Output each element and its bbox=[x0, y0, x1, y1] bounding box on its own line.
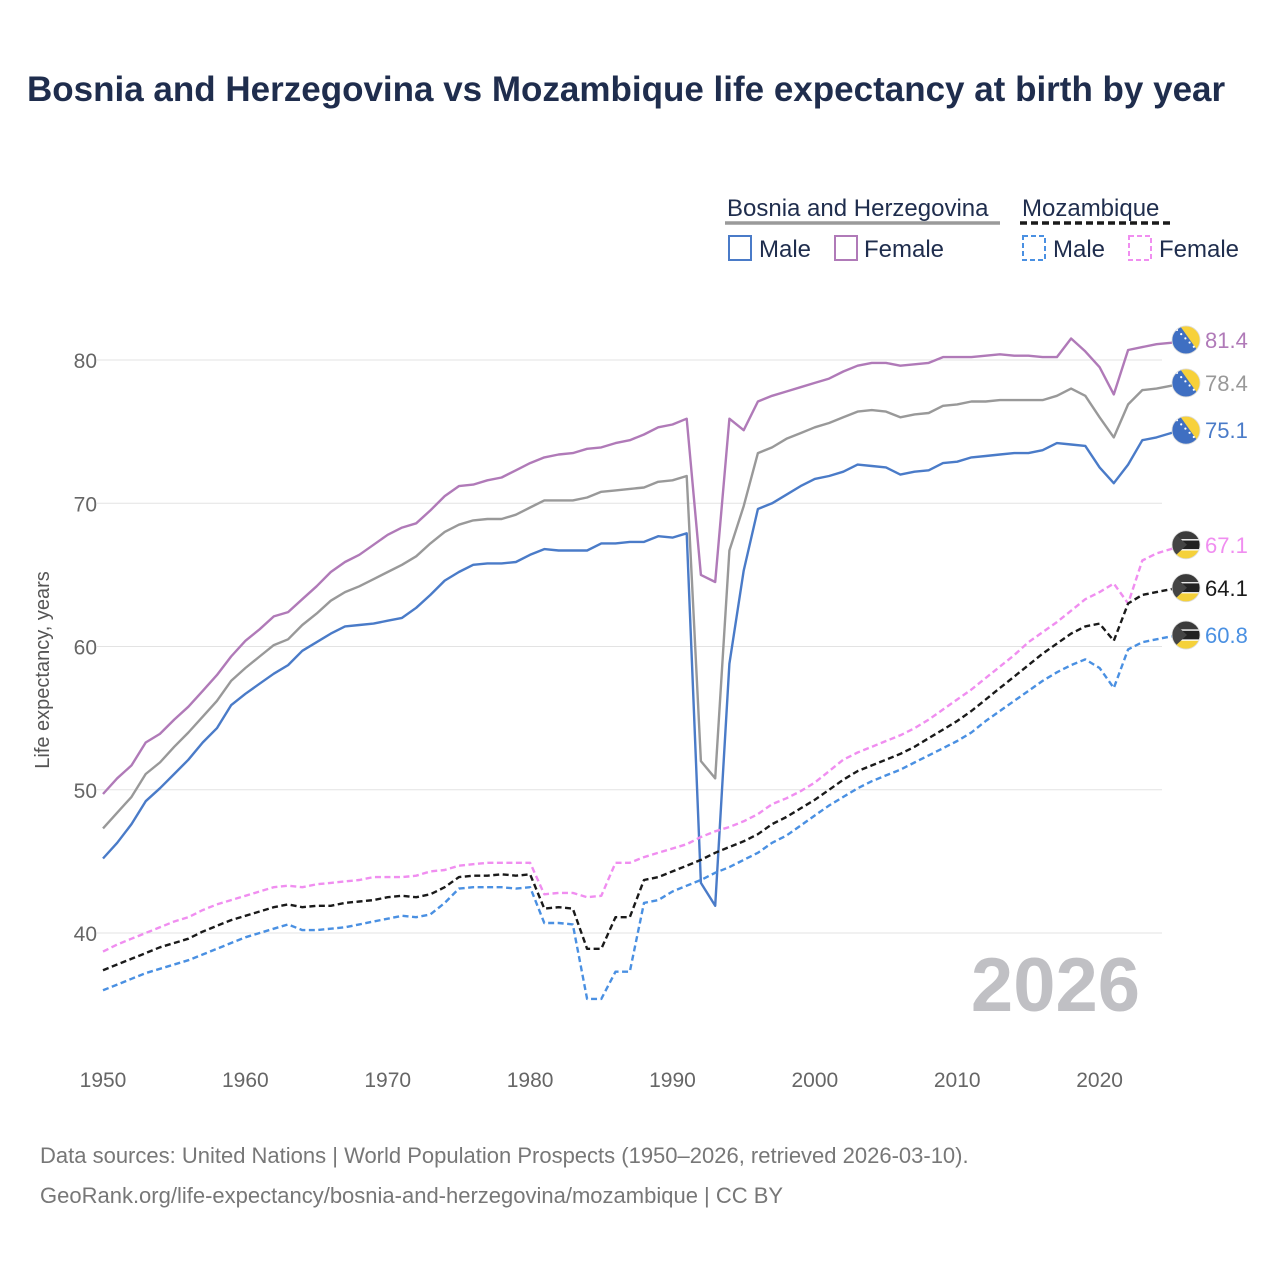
legend-country-bih[interactable]: Bosnia and Herzegovina bbox=[727, 195, 989, 222]
chart-title: Bosnia and Herzegovina vs Mozambique lif… bbox=[27, 70, 1226, 109]
series-line-bih_total[interactable] bbox=[102, 381, 1186, 830]
flag-icon-moz_female bbox=[1171, 530, 1201, 560]
series-line-moz_total[interactable] bbox=[102, 586, 1186, 972]
legend-bih-male-swatch[interactable] bbox=[728, 235, 752, 261]
flag-icon-moz_male bbox=[1171, 620, 1201, 650]
y-tick-50: 50 bbox=[74, 780, 97, 803]
legend-moz-male-swatch[interactable] bbox=[1022, 235, 1046, 261]
end-label-moz_total: 64.1 bbox=[1205, 576, 1248, 601]
y-tick-70: 70 bbox=[74, 493, 97, 516]
legend-bih-male-label[interactable]: Male bbox=[759, 236, 811, 263]
y-axis-label: Life expectancy, years bbox=[32, 571, 54, 769]
flag-icon-bih_total bbox=[1171, 368, 1201, 398]
y-tick-80: 80 bbox=[74, 350, 97, 373]
y-tick-40: 40 bbox=[74, 923, 97, 946]
flag-icon-moz_total bbox=[1171, 573, 1201, 603]
end-label-moz_male: 60.8 bbox=[1205, 623, 1248, 648]
end-label-bih_total: 78.4 bbox=[1205, 371, 1248, 396]
x-tick-2020: 2020 bbox=[1076, 1069, 1123, 1092]
x-tick-1990: 1990 bbox=[649, 1069, 696, 1092]
legend-bih-female-swatch[interactable] bbox=[834, 235, 858, 261]
gridlines bbox=[97, 359, 1162, 934]
flag-icon-bih_male bbox=[1171, 415, 1201, 445]
end-markers: 81.4 78.4 75.1 67.1 64.1 60.8 bbox=[1171, 325, 1248, 650]
x-tick-2010: 2010 bbox=[934, 1069, 981, 1092]
series-line-bih_male[interactable] bbox=[102, 429, 1186, 907]
end-label-bih_male: 75.1 bbox=[1205, 418, 1248, 443]
series-line-moz_female[interactable] bbox=[102, 543, 1186, 953]
footer-link[interactable]: GeoRank.org/life-expectancy/bosnia-and-h… bbox=[40, 1183, 784, 1208]
x-tick-1950: 1950 bbox=[80, 1069, 127, 1092]
y-tick-labels: 40 50 60 70 80 bbox=[74, 350, 97, 946]
series-lines bbox=[102, 337, 1186, 1001]
y-tick-60: 60 bbox=[74, 637, 97, 660]
footer: Data sources: United Nations | World Pop… bbox=[40, 1136, 969, 1216]
end-label-moz_female: 67.1 bbox=[1205, 533, 1248, 558]
legend: Bosnia and Herzegovina Mozambique Male F… bbox=[725, 195, 1239, 263]
x-tick-1980: 1980 bbox=[507, 1069, 554, 1092]
end-label-bih_female: 81.4 bbox=[1205, 328, 1248, 353]
legend-moz-male-label[interactable]: Male bbox=[1053, 236, 1105, 263]
current-year-watermark: 2026 bbox=[971, 943, 1140, 1028]
series-line-bih_female[interactable] bbox=[102, 337, 1186, 795]
legend-bih-female-label[interactable]: Female bbox=[864, 236, 944, 263]
x-tick-2000: 2000 bbox=[791, 1069, 838, 1092]
footer-sources: Data sources: United Nations | World Pop… bbox=[40, 1143, 969, 1168]
x-tick-labels: 1950 1960 1970 1980 1990 2000 2010 2020 bbox=[80, 1069, 1123, 1092]
legend-country-moz[interactable]: Mozambique bbox=[1022, 195, 1159, 222]
flag-icon-bih_female bbox=[1171, 325, 1201, 355]
legend-moz-female-label[interactable]: Female bbox=[1159, 236, 1239, 263]
legend-moz-female-swatch[interactable] bbox=[1128, 235, 1152, 261]
series-line-moz_male[interactable] bbox=[102, 633, 1186, 1001]
x-tick-1970: 1970 bbox=[364, 1069, 411, 1092]
x-tick-1960: 1960 bbox=[222, 1069, 269, 1092]
